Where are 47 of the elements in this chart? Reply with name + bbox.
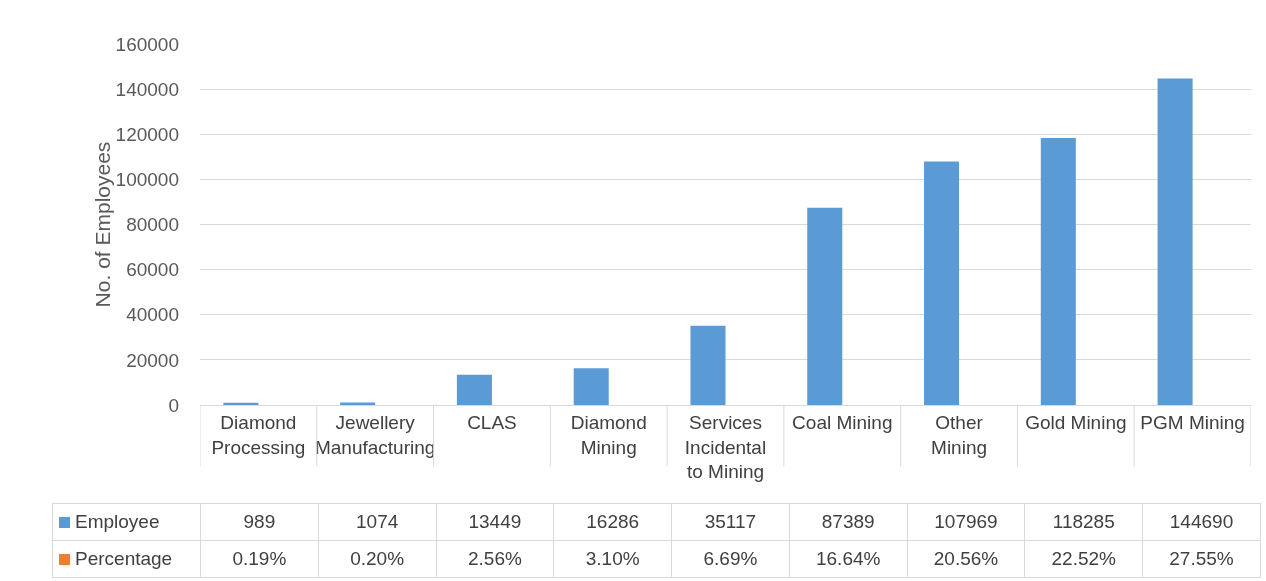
x-tick-label: Jewellery Manufacturing <box>314 411 436 458</box>
bar <box>1157 78 1193 405</box>
y-tick-label: 140000 <box>115 78 179 100</box>
data-label: 107969 <box>907 503 1025 541</box>
data-label: 1074 <box>318 503 437 541</box>
bar <box>573 368 609 405</box>
y-tick-label: 20000 <box>126 349 179 371</box>
x-tick-label: PGM Mining <box>1140 411 1245 433</box>
bar <box>690 325 726 405</box>
data-label: 22.52% <box>1024 540 1143 578</box>
data-label: 16.64% <box>789 540 908 578</box>
bar <box>223 402 259 405</box>
x-tick-label: Gold Mining <box>1025 411 1127 433</box>
data-label: 989 <box>200 503 319 541</box>
x-tick-label: Services Incidental to Mining <box>684 411 767 483</box>
y-tick-label: 0 <box>168 394 179 416</box>
x-tick-label: Coal Mining <box>792 411 893 433</box>
data-label: 35117 <box>671 503 790 541</box>
legend-label: Employee <box>75 511 160 532</box>
data-label: 144690 <box>1142 503 1261 541</box>
data-label: 16286 <box>553 503 672 541</box>
data-label: 2.56% <box>436 540 554 578</box>
y-tick-label: 120000 <box>115 123 179 145</box>
data-label: 118285 <box>1024 503 1143 541</box>
x-tick-label: Diamond Processing <box>211 411 306 458</box>
bar <box>924 161 960 405</box>
data-label: 27.55% <box>1142 540 1261 578</box>
data-label: 87389 <box>789 503 908 541</box>
bar <box>456 374 492 405</box>
x-tick-label: CLAS <box>467 411 517 433</box>
y-tick-label: 160000 <box>115 33 179 55</box>
bar <box>807 207 843 405</box>
x-tick-label: Other Mining <box>931 411 988 458</box>
y-tick-label: 80000 <box>126 214 179 236</box>
bar <box>1040 138 1076 405</box>
y-tick-label: 40000 <box>126 304 179 326</box>
y-tick-label: 100000 <box>115 169 179 191</box>
data-label: 6.69% <box>671 540 790 578</box>
x-tick-label: Diamond Mining <box>570 411 647 458</box>
data-label: 20.56% <box>907 540 1025 578</box>
data-label: 0.20% <box>318 540 437 578</box>
y-axis-title: No. of Employees <box>90 141 114 308</box>
data-label: 0.19% <box>200 540 319 578</box>
data-label: 3.10% <box>553 540 672 578</box>
data-label: 13449 <box>436 503 554 541</box>
y-tick-label: 60000 <box>126 259 179 281</box>
legend-label: Percentage <box>75 548 173 569</box>
